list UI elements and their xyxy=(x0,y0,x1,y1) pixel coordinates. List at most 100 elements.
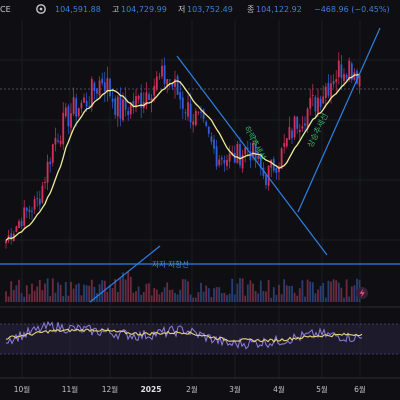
volume-bar-122 xyxy=(322,282,325,302)
volume-bar-111 xyxy=(293,292,296,302)
volume-bar-1 xyxy=(7,296,10,302)
volume-bar-16 xyxy=(46,278,49,302)
candle-body-4 xyxy=(15,226,18,232)
volume-bar-119 xyxy=(314,293,317,302)
volume-bar-103 xyxy=(272,287,275,302)
lower-trend-line[interactable] xyxy=(89,245,161,303)
x-tick-label-5: 3월 xyxy=(229,384,241,394)
candle-body-107 xyxy=(283,142,286,147)
candle-body-32 xyxy=(88,106,91,108)
candle-body-29 xyxy=(80,102,83,109)
candle-body-123 xyxy=(324,86,327,98)
candle-body-104 xyxy=(275,167,278,173)
volume-bar-106 xyxy=(280,294,283,302)
candle-body-117 xyxy=(309,97,312,109)
volume-bar-29 xyxy=(80,295,83,302)
volume-bar-41 xyxy=(111,288,114,302)
volume-bar-121 xyxy=(319,285,322,302)
candle-body-50 xyxy=(135,96,137,108)
candle-body-55 xyxy=(148,94,150,100)
candle-body-65 xyxy=(174,79,176,87)
symbol-fragment: CE xyxy=(0,5,11,14)
volume-bar-104 xyxy=(275,295,278,302)
volume-bar-126 xyxy=(332,279,335,302)
candle-body-6 xyxy=(20,220,23,227)
volume-bar-53 xyxy=(142,292,145,302)
high-value: 104,729.99 xyxy=(121,5,167,14)
volume-bar-9 xyxy=(28,294,31,302)
candle-body-12 xyxy=(36,197,39,200)
x-tick-label-8: 6월 xyxy=(354,384,366,394)
candle-body-88 xyxy=(233,153,236,163)
volume-bar-0 xyxy=(5,291,7,302)
candle-body-114 xyxy=(301,126,304,129)
volume-bar-99 xyxy=(262,290,265,302)
candle-body-86 xyxy=(228,153,231,162)
volume-bar-19 xyxy=(54,292,57,302)
volume-bar-35 xyxy=(96,293,98,302)
x-tick-label-4: 2월 xyxy=(186,384,198,394)
candle-body-89 xyxy=(236,143,239,164)
volume-bar-86 xyxy=(228,293,231,302)
candle-body-17 xyxy=(49,161,52,165)
x-tick-label-1: 11월 xyxy=(62,384,79,394)
candle-body-49 xyxy=(132,101,135,108)
downtrend-line[interactable] xyxy=(176,55,328,256)
candle-body-0 xyxy=(5,240,7,244)
candle-body-94 xyxy=(249,151,252,161)
volume-bar-129 xyxy=(340,287,343,302)
volume-bar-57 xyxy=(153,287,156,302)
volume-bar-123 xyxy=(324,297,327,302)
candle-body-25 xyxy=(70,113,72,128)
open-value: 104,591.88 xyxy=(55,5,101,14)
volume-bar-26 xyxy=(72,288,75,302)
volume-bar-39 xyxy=(106,291,109,302)
candle-body-38 xyxy=(103,82,106,91)
candle-body-124 xyxy=(327,82,330,96)
candle-body-64 xyxy=(171,83,174,87)
candle-body-52 xyxy=(140,92,143,108)
volume-bar-113 xyxy=(298,288,301,302)
volume-bar-14 xyxy=(41,290,44,302)
volume-bar-30 xyxy=(83,284,85,302)
candle-body-110 xyxy=(291,130,293,139)
volume-bar-38 xyxy=(103,280,106,302)
x-tick-label-7: 5월 xyxy=(316,384,328,394)
volume-bar-105 xyxy=(278,284,280,302)
candle-body-76 xyxy=(202,109,205,119)
candle-body-122 xyxy=(322,96,325,104)
candle-body-63 xyxy=(168,79,171,81)
volume-bar-11 xyxy=(33,290,36,302)
candle-body-41 xyxy=(111,98,114,102)
volume-bar-95 xyxy=(252,283,254,302)
candle-body-126 xyxy=(332,80,335,85)
lightning-icon[interactable] xyxy=(356,287,368,299)
volume-bar-48 xyxy=(129,276,132,302)
volume-bar-97 xyxy=(257,293,260,302)
volume-bar-7 xyxy=(23,296,26,302)
volume-bar-12 xyxy=(36,286,39,302)
volume-bar-112 xyxy=(296,295,299,302)
candle-body-78 xyxy=(207,126,210,134)
volume-bar-109 xyxy=(288,285,291,302)
settings-icon[interactable] xyxy=(36,4,46,14)
candle-body-134 xyxy=(353,72,356,80)
candle-body-116 xyxy=(306,108,309,130)
x-axis-ticks: 10월 11월 12월 2025 2월 3월 4월 5월 6월 xyxy=(14,384,366,394)
candle-body-77 xyxy=(205,121,208,126)
candle-body-8 xyxy=(25,207,28,211)
volume-bar-79 xyxy=(210,297,213,302)
volume-bar-66 xyxy=(176,294,179,302)
volume-bar-10 xyxy=(31,283,33,302)
rsi-line xyxy=(5,320,362,350)
volume-bar-27 xyxy=(75,284,78,302)
volume-bar-70 xyxy=(187,281,189,302)
uptrend-line[interactable] xyxy=(297,27,381,213)
volume-bar-94 xyxy=(249,280,252,302)
candle-body-102 xyxy=(270,159,273,168)
volume-bar-130 xyxy=(343,297,345,302)
volume-bar-92 xyxy=(244,295,247,302)
volume-bar-37 xyxy=(101,280,104,302)
candle-body-54 xyxy=(145,92,148,106)
volume-bar-13 xyxy=(38,279,41,302)
